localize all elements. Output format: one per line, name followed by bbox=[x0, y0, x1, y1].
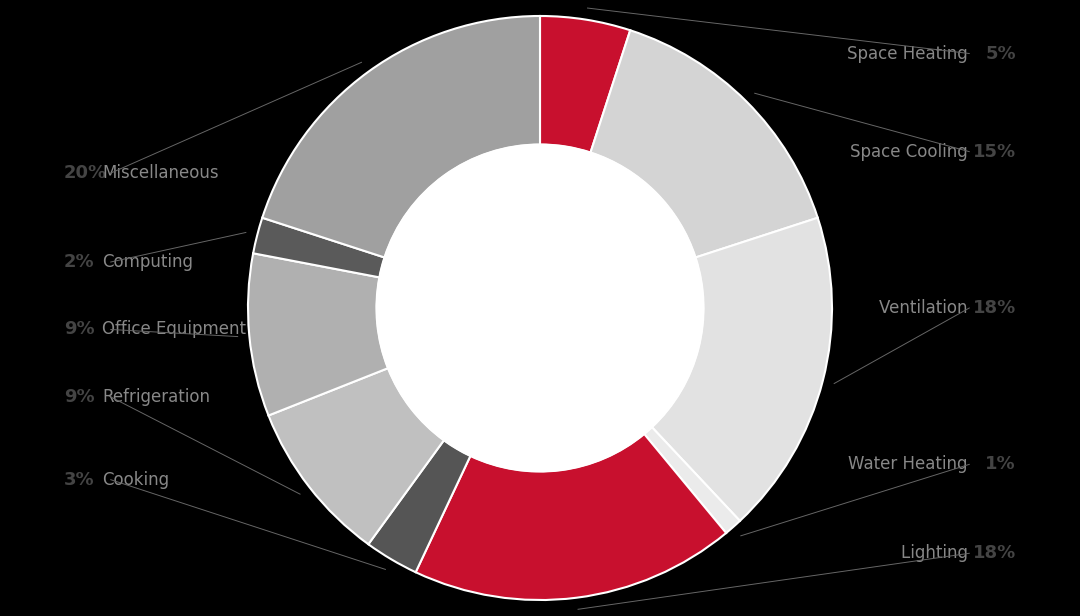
Text: 9%: 9% bbox=[64, 320, 95, 338]
Wedge shape bbox=[248, 253, 388, 416]
Text: Lighting: Lighting bbox=[901, 545, 978, 562]
Text: 5%: 5% bbox=[985, 44, 1016, 62]
Text: 18%: 18% bbox=[973, 299, 1016, 317]
Text: Computing: Computing bbox=[102, 253, 193, 271]
Wedge shape bbox=[652, 218, 832, 521]
Wedge shape bbox=[416, 434, 726, 600]
Circle shape bbox=[377, 145, 703, 471]
Wedge shape bbox=[645, 428, 740, 533]
Text: 20%: 20% bbox=[64, 164, 107, 182]
Wedge shape bbox=[591, 30, 818, 257]
Wedge shape bbox=[368, 440, 471, 572]
Text: Office Equipment: Office Equipment bbox=[102, 320, 246, 338]
Wedge shape bbox=[540, 16, 631, 153]
Wedge shape bbox=[253, 218, 384, 277]
Text: Ventilation: Ventilation bbox=[879, 299, 978, 317]
Wedge shape bbox=[262, 16, 540, 257]
Text: 9%: 9% bbox=[64, 388, 95, 406]
Text: Water Heating: Water Heating bbox=[848, 455, 978, 473]
Text: Refrigeration: Refrigeration bbox=[102, 388, 210, 406]
Text: 18%: 18% bbox=[973, 545, 1016, 562]
Text: 2%: 2% bbox=[64, 253, 95, 271]
Text: Miscellaneous: Miscellaneous bbox=[102, 164, 218, 182]
Text: 3%: 3% bbox=[64, 471, 95, 488]
Text: 15%: 15% bbox=[973, 143, 1016, 161]
Text: Space Cooling: Space Cooling bbox=[850, 143, 978, 161]
Text: Space Heating: Space Heating bbox=[847, 44, 978, 62]
Wedge shape bbox=[269, 368, 444, 545]
Text: 1%: 1% bbox=[985, 455, 1016, 473]
Text: Cooking: Cooking bbox=[102, 471, 170, 488]
